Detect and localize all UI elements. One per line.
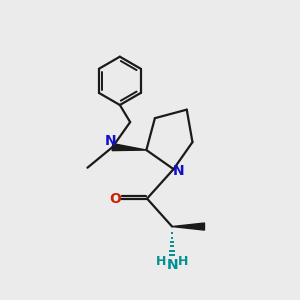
Text: N: N [173,164,185,178]
Text: H: H [178,255,188,268]
Text: H: H [156,255,166,268]
Text: N: N [167,258,178,272]
Polygon shape [172,223,205,230]
Polygon shape [112,144,146,151]
Text: O: O [109,192,121,206]
Text: N: N [105,134,117,148]
